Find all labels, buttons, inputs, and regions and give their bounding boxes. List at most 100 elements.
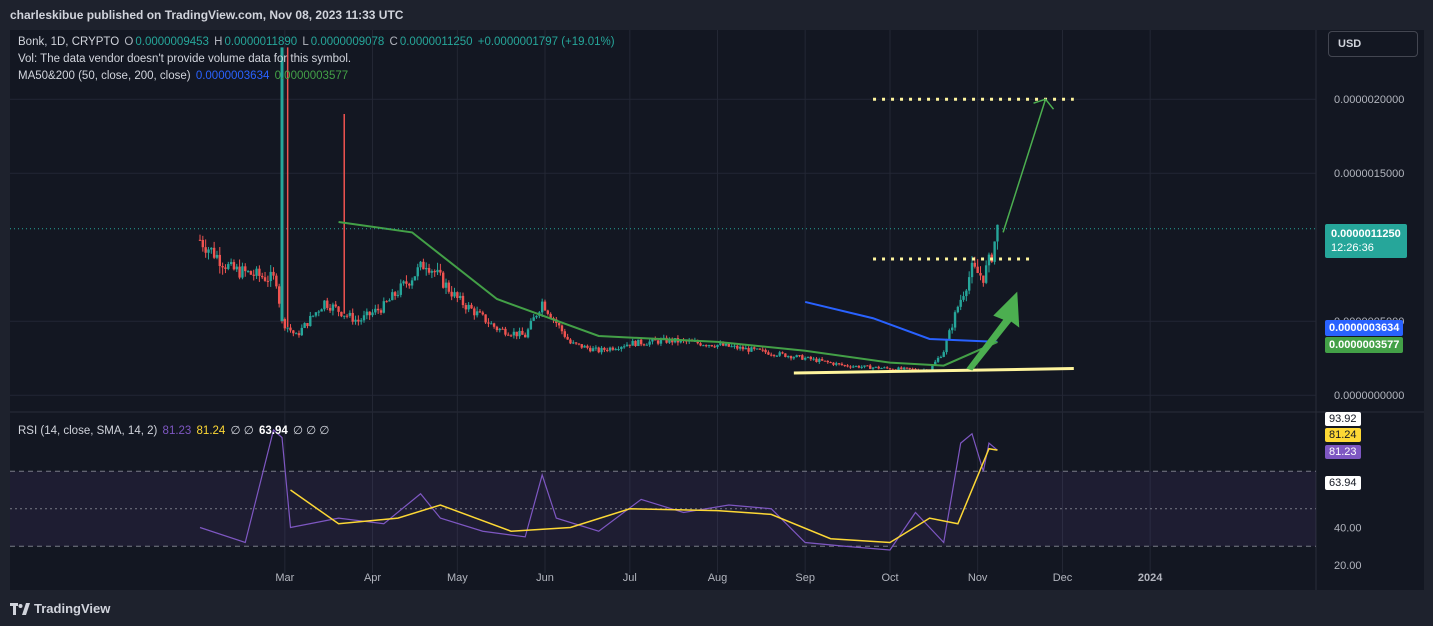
candle-body	[956, 306, 960, 313]
candle-body	[475, 311, 479, 316]
candle-body	[962, 296, 965, 300]
candle-body	[606, 349, 609, 351]
candle-body	[996, 224, 999, 242]
candle-body	[965, 290, 968, 297]
chart-canvas[interactable]: 0.00000000000.00000050000.00000150000.00…	[10, 30, 1424, 590]
candle-body	[249, 271, 253, 275]
candle-body	[880, 368, 883, 370]
symbol-legend: Bonk, 1D, CRYPTO O 0.0000009453 H 0.000001…	[18, 36, 617, 48]
candle-body	[269, 271, 272, 282]
time-tick-label: Aug	[708, 572, 728, 584]
rsi-tick-label: 20.00	[1334, 560, 1362, 572]
candle-body	[586, 345, 589, 348]
publisher-text: charleskibue published on TradingView.co…	[10, 8, 404, 22]
volume-legend: Vol: The data vendor doesn't provide vol…	[18, 53, 353, 65]
candle-body	[622, 346, 626, 348]
candle-body	[979, 272, 982, 276]
ma200-value: 0.0000003577	[274, 70, 349, 82]
candle-body	[207, 249, 210, 253]
candle-body	[408, 283, 411, 286]
chart-area[interactable]: 0.00000000000.00000050000.00000150000.00…	[10, 30, 1424, 590]
candle-body	[984, 265, 988, 283]
candle-body	[574, 342, 578, 344]
candle-body	[314, 312, 318, 316]
rsi-label[interactable]: RSI (14, close, SMA, 14, 2)	[18, 425, 158, 437]
candle-body	[340, 311, 343, 317]
candle-body	[473, 308, 476, 316]
candle-body	[611, 347, 615, 350]
candle-body	[744, 347, 747, 350]
candle-body	[306, 323, 309, 327]
last-price-value: 0.0000011250	[1331, 228, 1401, 240]
candle-body	[334, 304, 337, 307]
candle-body	[529, 320, 533, 330]
high-label: H	[214, 36, 223, 48]
candle-body	[883, 367, 886, 369]
candle-body	[786, 356, 790, 358]
candle-body	[942, 352, 945, 357]
candle-body	[359, 320, 363, 322]
candle-body	[846, 365, 849, 367]
ma-label[interactable]: MA50&200 (50, close, 200, close)	[18, 70, 191, 82]
candle-body	[374, 308, 377, 313]
candle-body	[456, 292, 459, 299]
candle-body	[478, 311, 482, 313]
candle-body	[900, 367, 903, 370]
symbol-name[interactable]: Bonk, 1D, CRYPTO	[18, 36, 120, 48]
candle-body	[464, 305, 468, 310]
rsi-legend: RSI (14, close, SMA, 14, 2) 81.23 81.24 …	[18, 423, 331, 437]
close-label: C	[389, 36, 398, 48]
candle-body	[365, 311, 369, 316]
candle-body	[891, 369, 895, 371]
tradingview-brand[interactable]: TradingView	[10, 601, 110, 616]
rsi-tick-label: 40.00	[1334, 523, 1362, 535]
candle-body	[589, 347, 592, 352]
target-arrow-line	[1002, 98, 1047, 233]
candle-body	[430, 271, 434, 273]
candle-body	[801, 355, 804, 360]
low-value: 0.0000009078	[310, 36, 385, 48]
candle-body	[229, 262, 233, 265]
candle-body	[775, 355, 779, 357]
candle-body	[382, 301, 386, 313]
time-tick-label: Nov	[968, 572, 988, 584]
candle-body	[815, 358, 818, 362]
time-tick-label: 2024	[1138, 572, 1163, 584]
candle-body	[504, 328, 507, 335]
candle-body	[212, 247, 216, 258]
candle-body	[902, 367, 906, 370]
candle-body	[402, 281, 405, 284]
candle-body	[569, 339, 572, 344]
candle-body	[628, 344, 632, 346]
candle-body	[532, 317, 535, 321]
candle-body	[337, 306, 340, 312]
candle-body	[823, 360, 827, 362]
candle-body	[730, 346, 733, 348]
candle-body	[719, 343, 722, 345]
candle-body	[948, 330, 951, 341]
candle-body	[266, 280, 270, 282]
candle-body	[982, 275, 985, 283]
time-tick-label: Sep	[795, 572, 815, 584]
candle-body	[396, 294, 400, 296]
candle-body	[204, 247, 207, 253]
candle-body	[617, 349, 620, 351]
candle-body	[557, 323, 561, 326]
candle-body	[238, 266, 241, 278]
candle-body	[747, 347, 750, 352]
candle-body	[439, 269, 442, 273]
candle-body	[583, 345, 586, 348]
rsi-tag-value: 81.23	[1325, 445, 1361, 459]
candle-body	[648, 341, 651, 345]
candle-body	[934, 361, 937, 366]
candle-body	[803, 357, 807, 360]
chart-layer: 0.00000000000.00000050000.00000150000.00…	[10, 30, 1424, 590]
currency-button[interactable]: USD	[1328, 31, 1418, 57]
candle-body	[970, 262, 974, 278]
candle-body	[323, 300, 326, 310]
series-ma50-line	[804, 300, 998, 343]
candle-body	[639, 339, 643, 345]
candle-body	[572, 342, 575, 344]
candle-body	[634, 340, 637, 346]
candle-body	[931, 365, 934, 371]
